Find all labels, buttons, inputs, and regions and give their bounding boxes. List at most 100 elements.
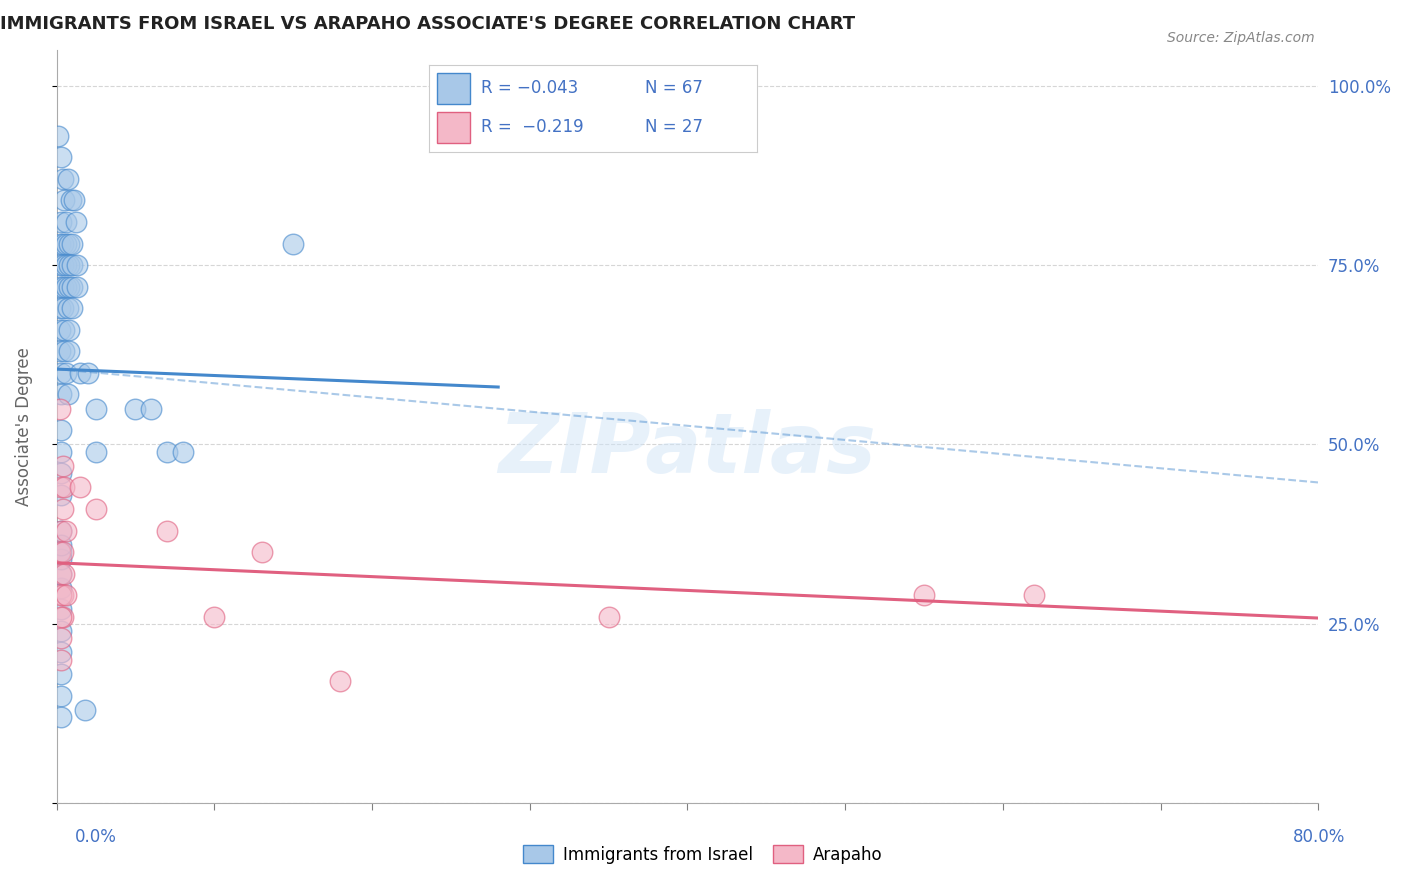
- Point: [49, 344, 72, 359]
- Point: [49, 545, 72, 559]
- Point: [598, 609, 620, 624]
- Point: [49, 323, 72, 337]
- Point: [52, 301, 75, 315]
- Point: [58, 279, 80, 293]
- Point: [53, 194, 76, 208]
- Point: [49, 279, 72, 293]
- Point: [53, 344, 76, 359]
- Point: [51, 631, 73, 645]
- Point: [329, 674, 352, 689]
- Point: [77, 366, 100, 380]
- Point: [65, 215, 87, 229]
- Point: [51, 645, 73, 659]
- Point: [55, 215, 77, 229]
- Point: [51, 566, 73, 581]
- Point: [52, 458, 75, 473]
- Point: [84, 444, 107, 458]
- Point: [55, 524, 77, 538]
- Point: [51, 581, 73, 595]
- Point: [52, 545, 75, 559]
- Point: [51, 480, 73, 494]
- Point: [55, 366, 77, 380]
- Point: [56, 387, 79, 401]
- Point: [56, 172, 79, 186]
- Point: [58, 323, 80, 337]
- Point: [58, 258, 80, 272]
- Point: [84, 401, 107, 416]
- Point: [49, 301, 72, 315]
- Point: [52, 236, 75, 251]
- Text: Source: ZipAtlas.com: Source: ZipAtlas.com: [1167, 31, 1315, 45]
- Point: [141, 401, 163, 416]
- Point: [53, 323, 76, 337]
- Point: [51, 653, 73, 667]
- Point: [58, 236, 80, 251]
- Point: [51, 602, 73, 616]
- Point: [49, 258, 72, 272]
- Point: [46, 128, 69, 143]
- Point: [52, 279, 75, 293]
- Point: [124, 401, 146, 416]
- Point: [69, 366, 91, 380]
- Point: [60, 258, 83, 272]
- Point: [51, 215, 73, 229]
- Point: [52, 609, 75, 624]
- Point: [51, 710, 73, 724]
- Point: [172, 444, 194, 458]
- Point: [53, 480, 76, 494]
- Point: [59, 194, 82, 208]
- Text: IMMIGRANTS FROM ISRAEL VS ARAPAHO ASSOCIATE'S DEGREE CORRELATION CHART: IMMIGRANTS FROM ISRAEL VS ARAPAHO ASSOCI…: [0, 15, 855, 33]
- Point: [51, 366, 73, 380]
- Point: [55, 279, 77, 293]
- Point: [51, 538, 73, 552]
- Point: [58, 344, 80, 359]
- Point: [51, 524, 73, 538]
- Point: [51, 444, 73, 458]
- Point: [51, 609, 73, 624]
- Point: [51, 689, 73, 703]
- Point: [156, 524, 179, 538]
- Point: [283, 236, 305, 251]
- Point: [84, 502, 107, 516]
- Point: [53, 566, 76, 581]
- Point: [55, 236, 77, 251]
- Point: [51, 524, 73, 538]
- Point: [912, 588, 935, 602]
- Point: [51, 667, 73, 681]
- Point: [49, 236, 72, 251]
- Point: [55, 588, 77, 602]
- Point: [202, 609, 225, 624]
- Point: [51, 552, 73, 566]
- Point: [52, 588, 75, 602]
- Point: [52, 172, 75, 186]
- Point: [1024, 588, 1046, 602]
- Point: [51, 624, 73, 638]
- Point: [51, 423, 73, 437]
- Point: [51, 588, 73, 602]
- Point: [51, 387, 73, 401]
- Point: [51, 466, 73, 480]
- Text: ZIPatlas: ZIPatlas: [499, 409, 876, 490]
- Legend: Immigrants from Israel, Arapaho: Immigrants from Israel, Arapaho: [516, 838, 890, 871]
- Point: [63, 194, 86, 208]
- Point: [49, 401, 72, 416]
- Point: [60, 236, 83, 251]
- Point: [69, 480, 91, 494]
- Point: [66, 279, 89, 293]
- Point: [52, 258, 75, 272]
- Point: [60, 301, 83, 315]
- Point: [60, 279, 83, 293]
- Point: [66, 258, 89, 272]
- Point: [55, 258, 77, 272]
- Point: [52, 502, 75, 516]
- Point: [156, 444, 179, 458]
- Point: [73, 703, 96, 717]
- Point: [51, 566, 73, 581]
- Point: [56, 301, 79, 315]
- Text: 0.0%: 0.0%: [75, 828, 117, 846]
- Point: [51, 151, 73, 165]
- Text: 80.0%: 80.0%: [1292, 828, 1346, 846]
- Point: [51, 545, 73, 559]
- Point: [51, 488, 73, 502]
- Point: [250, 545, 273, 559]
